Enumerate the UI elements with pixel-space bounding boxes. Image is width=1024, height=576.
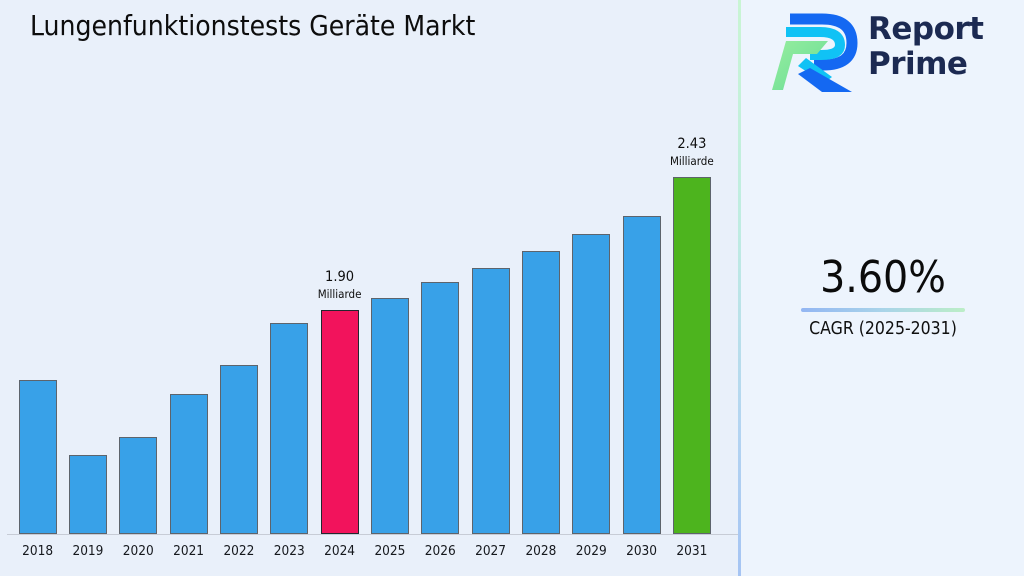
bar-2027 [471,268,510,534]
bar-2030 [622,216,661,534]
bar-value-label-2031: 2.43 Milliarde [647,135,737,169]
cagr-block: 3.60% CAGR (2025-2031) [798,252,968,339]
bar-value-unit: Milliarde [669,154,714,168]
bar-2022 [219,365,258,534]
bar-value-label-2024: 1.90 Milliarde [295,268,385,302]
x-axis-label-2022: 2022 [223,543,255,559]
page-title: Lungenfunktionstests Geräte Markt [30,9,476,42]
bar-2026 [421,282,460,534]
bar-value-unit: Milliarde [317,287,362,301]
bar-2018 [18,380,57,534]
bar-2028 [521,251,560,534]
brand-name-line2: Prime [868,46,968,82]
x-axis-label-2025: 2025 [374,543,406,559]
cagr-value: 3.60% [820,252,946,303]
brand-name: Report Prime [868,12,984,82]
cagr-underline [801,308,965,312]
brand-logo: Report Prime [766,10,1006,92]
bar-2031 [672,177,711,534]
bar-2029 [572,234,611,534]
cagr-label: CAGR (2025-2031) [809,319,957,339]
x-axis-label-2020: 2020 [122,543,154,559]
x-axis-line [7,534,738,535]
x-axis-label-2024: 2024 [324,543,356,559]
x-axis-label-2031: 2031 [676,543,708,559]
x-axis-label-2030: 2030 [626,543,657,559]
x-axis-label-2021: 2021 [173,543,205,559]
bar-2019 [68,455,107,534]
x-axis-label-2018: 2018 [22,543,54,559]
bar-value-number: 1.90 [325,269,355,285]
panel-divider-line [738,0,741,576]
report-prime-logo-icon [772,13,858,92]
x-axis-label-2019: 2019 [72,543,104,559]
bar-chart: Lungenfunktionstests Geräte Markt 2018 20… [7,9,738,559]
x-axis-label-2027: 2027 [475,543,507,559]
bar-2023 [270,323,309,534]
bar-2020 [119,437,158,534]
bar-2021 [169,394,208,534]
bar-2024 [320,310,359,534]
x-axis-label-2026: 2026 [424,543,456,559]
brand-name-line1: Report [868,11,984,47]
x-axis-label-2029: 2029 [575,543,607,559]
x-axis-label-2023: 2023 [273,543,305,559]
bar-value-number: 2.43 [677,136,707,152]
bar-2025 [370,298,409,534]
x-axis-label-2028: 2028 [525,543,557,559]
right-panel [741,0,1024,576]
